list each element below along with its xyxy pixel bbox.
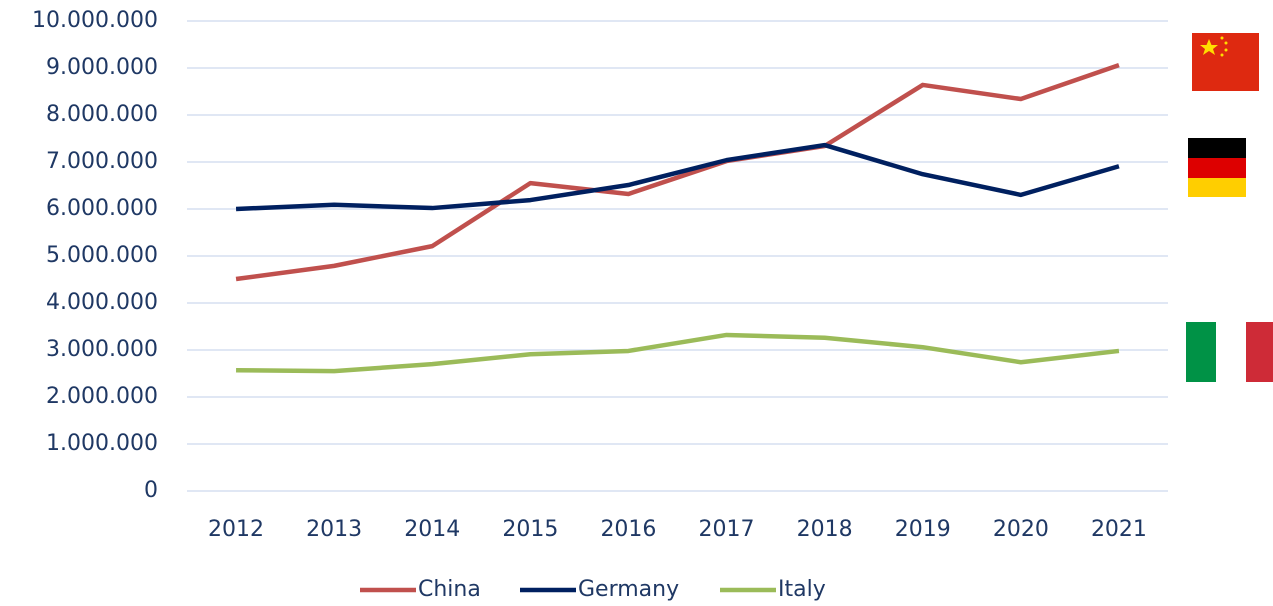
series-line (236, 332, 1120, 374)
series-line (235, 63, 1120, 282)
y-tick-label: 9.000.000 (46, 55, 158, 80)
x-tick-label: 2020 (993, 517, 1049, 542)
y-tick-label: 1.000.000 (46, 431, 158, 456)
y-tick-label: 0 (144, 478, 158, 503)
flag-china (1192, 33, 1259, 91)
y-tick-label: 2.000.000 (46, 384, 158, 409)
y-tick-label: 7.000.000 (46, 149, 158, 174)
y-tick-label: 8.000.000 (46, 102, 158, 127)
x-tick-label: 2015 (502, 517, 558, 542)
y-tick-label: 5.000.000 (46, 243, 158, 268)
y-tick-label: 3.000.000 (46, 337, 158, 362)
x-tick-label: 2017 (699, 517, 755, 542)
legend-label: China (418, 577, 481, 602)
flag-italy (1186, 322, 1273, 382)
x-tick-label: 2021 (1091, 517, 1147, 542)
x-tick-label: 2013 (306, 517, 362, 542)
flag-germany (1188, 138, 1246, 197)
x-tick-label: 2019 (895, 517, 951, 542)
y-tick-label: 6.000.000 (46, 196, 158, 221)
x-tick-label: 2012 (208, 517, 264, 542)
legend-label: Germany (578, 577, 679, 602)
legend-label: Italy (778, 577, 826, 602)
y-tick-label: 10.000.000 (32, 8, 158, 33)
series-line (235, 142, 1120, 212)
x-tick-label: 2018 (797, 517, 853, 542)
x-tick-label: 2016 (600, 517, 656, 542)
y-tick-label: 4.000.000 (46, 290, 158, 315)
x-tick-label: 2014 (404, 517, 460, 542)
